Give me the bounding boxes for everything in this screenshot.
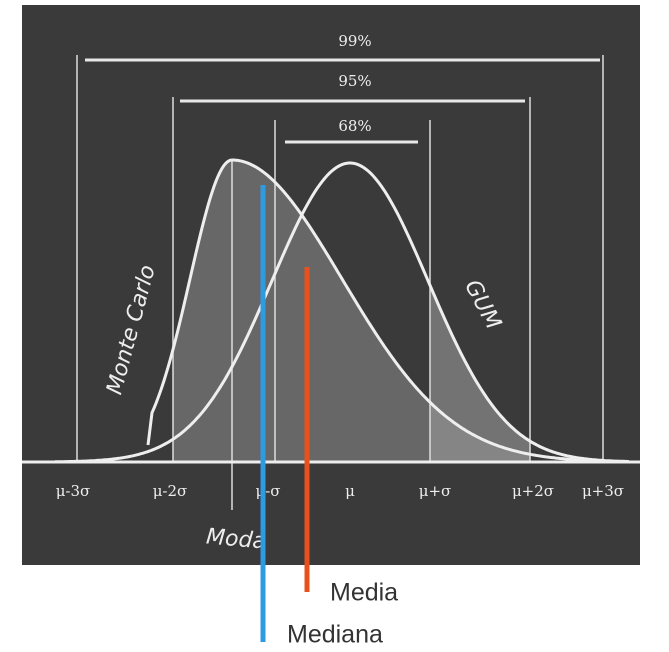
axis-label: μ-2σ (153, 482, 188, 500)
axis-label: μ-σ (255, 482, 280, 500)
marker-label: Moda (205, 524, 267, 554)
marker-label: Mediana (287, 621, 383, 649)
axis-label: μ (345, 482, 355, 500)
diagram: 99% 95% 68% μ-3σμ-2σμ-σμμ+σμ+2σμ+3σ Mont… (0, 0, 669, 652)
interval-label: 99% (338, 32, 371, 50)
axis-label: μ-3σ (56, 482, 91, 500)
axis-label: μ+σ (419, 482, 452, 500)
interval-label: 95% (338, 72, 371, 90)
interval-label: 68% (338, 117, 371, 135)
axis-label: μ+2σ (512, 482, 554, 500)
marker-label: Media (330, 579, 398, 607)
axis-label: μ+3σ (582, 482, 624, 500)
